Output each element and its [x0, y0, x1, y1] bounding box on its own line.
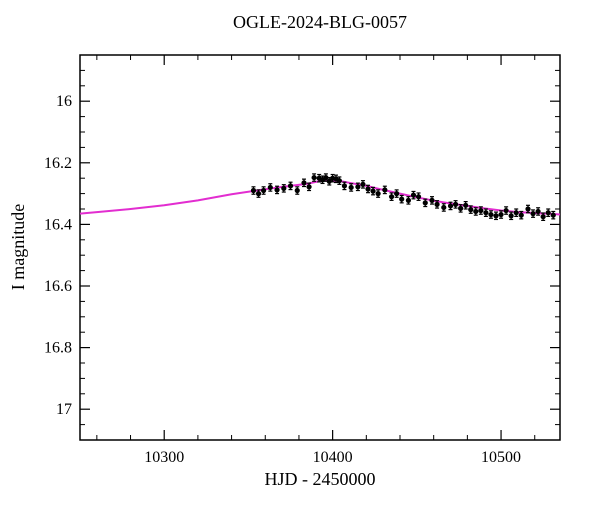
svg-text:16.4: 16.4 — [44, 216, 72, 233]
axes-box: 10300 10400 10500 16 16.2 16.4 16.6 16.8 17 — [44, 55, 560, 466]
y-axis-label: I magnitude — [8, 204, 28, 290]
x-axis-label: HJD - 2450000 — [265, 469, 376, 489]
svg-text:16.6: 16.6 — [44, 278, 72, 295]
svg-text:10300: 10300 — [144, 449, 184, 466]
light-curve-chart: OGLE-2024-BLG-0057 10300 10400 10500 16 16.2… — [0, 0, 600, 512]
svg-text:10400: 10400 — [313, 449, 353, 466]
model-line — [80, 181, 560, 215]
svg-text:16: 16 — [56, 93, 72, 110]
svg-text:16.2: 16.2 — [44, 155, 72, 172]
data-points — [251, 174, 556, 221]
svg-text:17: 17 — [56, 401, 72, 418]
svg-text:10500: 10500 — [481, 449, 521, 466]
chart-title: OGLE-2024-BLG-0057 — [233, 12, 407, 32]
svg-text:16.8: 16.8 — [44, 340, 72, 357]
